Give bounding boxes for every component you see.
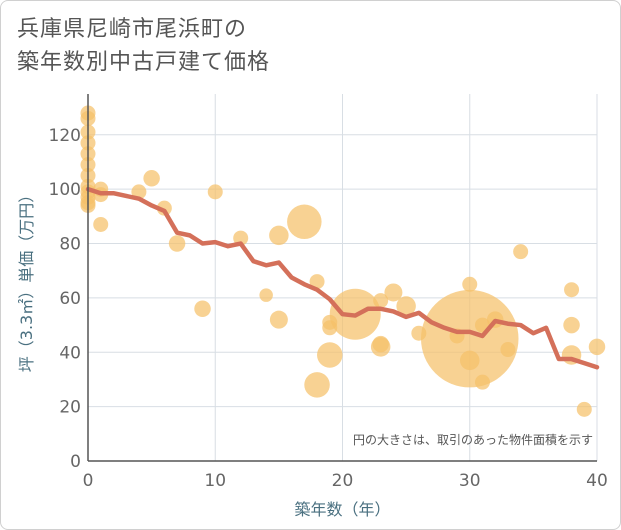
x-tick-label: 20: [332, 471, 354, 491]
chart-title: 兵庫県尼崎市尾浜町の 築年数別中古戸建て価格: [17, 13, 270, 79]
scatter-point: [317, 342, 343, 368]
y-tick-label: 20: [59, 398, 81, 418]
scatter-point: [304, 372, 330, 398]
y-tick-label: 0: [70, 452, 81, 472]
y-tick-label: 80: [59, 235, 81, 255]
scatter-point: [576, 401, 592, 417]
scatter-point: [462, 276, 478, 292]
scatter-point: [156, 200, 172, 216]
scatter-point: [588, 338, 606, 356]
x-tick-label: 40: [586, 471, 608, 491]
x-axis-label: 築年数（年）: [294, 500, 390, 519]
scatter-point: [396, 296, 416, 316]
scatter-point: [207, 184, 223, 200]
scatter-point: [513, 244, 529, 260]
scatter-point: [309, 274, 325, 290]
title-line-2: 築年数別中古戸建て価格: [17, 50, 271, 75]
scatter-point: [563, 316, 580, 334]
scatter-point: [500, 342, 516, 358]
title-line-1: 兵庫県尼崎市尾浜町の: [17, 17, 248, 42]
scatter-point: [93, 216, 109, 232]
scatter-point: [370, 337, 391, 357]
x-tick-label: 0: [83, 471, 94, 491]
scatter-point: [269, 225, 289, 246]
y-tick-label: 40: [59, 343, 81, 363]
scatter-point: [233, 230, 249, 246]
scatter-point: [474, 374, 490, 390]
scatter-point: [194, 300, 211, 318]
scatter-point: [287, 204, 322, 240]
size-annotation: 円の大きさは、取引のあった物件面積を示す: [353, 432, 593, 447]
scatter-point: [421, 289, 519, 388]
trend-series: [85, 186, 600, 370]
scatter-point: [460, 350, 480, 371]
y-axis-label: 坪（3.3㎡）単価（万円）: [17, 187, 36, 372]
scatter-point: [143, 170, 160, 187]
scatter-point: [373, 293, 389, 309]
trend-line: [85, 186, 600, 370]
y-tick-label: 100: [49, 180, 81, 200]
grid-lines: [88, 94, 598, 461]
y-tick-label: 120: [49, 126, 81, 146]
scatter-point: [564, 282, 580, 298]
y-tick-label: 60: [59, 289, 81, 309]
x-tick-label: 10: [204, 471, 226, 491]
x-tick-label: 30: [459, 471, 481, 491]
scatter-point: [269, 310, 288, 329]
scatter-point: [168, 235, 186, 252]
scatter-point: [259, 288, 273, 302]
scatter-point: [384, 283, 403, 302]
axes: 0 10 20 30 40 0 20 40 60 80 100 120: [49, 94, 608, 491]
